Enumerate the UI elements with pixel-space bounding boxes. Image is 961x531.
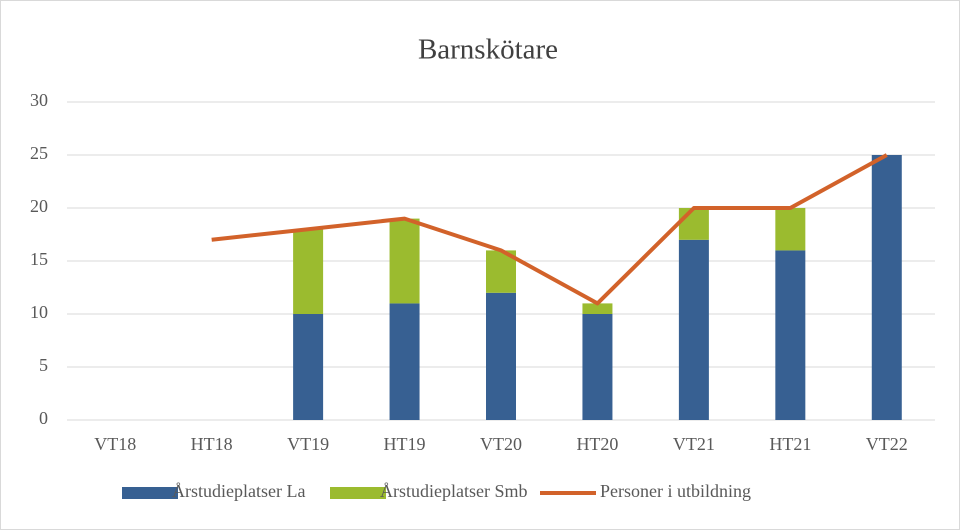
- y-tick-label: 20: [30, 196, 48, 216]
- y-tick-label: 30: [30, 90, 48, 110]
- y-tick-label: 5: [39, 355, 48, 375]
- x-tick-label: HT20: [576, 434, 618, 454]
- bar: [678, 239, 709, 420]
- legend-label: Personer i utbildning: [600, 481, 751, 501]
- bar: [293, 314, 324, 420]
- y-tick-label: 25: [30, 143, 48, 163]
- bar: [775, 208, 806, 251]
- bar: [582, 314, 613, 420]
- bar: [293, 229, 324, 314]
- legend-swatch: [330, 487, 386, 499]
- legend-label: Årstudieplatser Smb: [380, 481, 527, 501]
- bar: [678, 208, 709, 240]
- bar: [582, 303, 613, 314]
- x-tick-label: VT20: [480, 434, 522, 454]
- legend-label: Årstudieplatser La: [172, 481, 305, 501]
- y-tick-label: 15: [30, 249, 48, 269]
- x-tick-label: HT19: [384, 434, 426, 454]
- bar: [486, 292, 516, 420]
- bar: [389, 218, 420, 304]
- x-tick-label: HT21: [769, 434, 811, 454]
- x-tick-label: VT18: [94, 434, 136, 454]
- legend-swatch: [122, 487, 178, 499]
- x-tick-label: VT22: [866, 434, 908, 454]
- chart-title: Barnskötare: [418, 34, 558, 66]
- y-tick-label: 0: [39, 408, 48, 428]
- bar: [775, 250, 806, 420]
- x-tick-label: HT18: [191, 434, 233, 454]
- bar: [389, 303, 420, 420]
- x-tick-label: VT21: [673, 434, 715, 454]
- line: [211, 153, 888, 306]
- bar: [871, 155, 902, 420]
- y-tick-label: 10: [30, 302, 48, 322]
- x-tick-label: VT19: [287, 434, 329, 454]
